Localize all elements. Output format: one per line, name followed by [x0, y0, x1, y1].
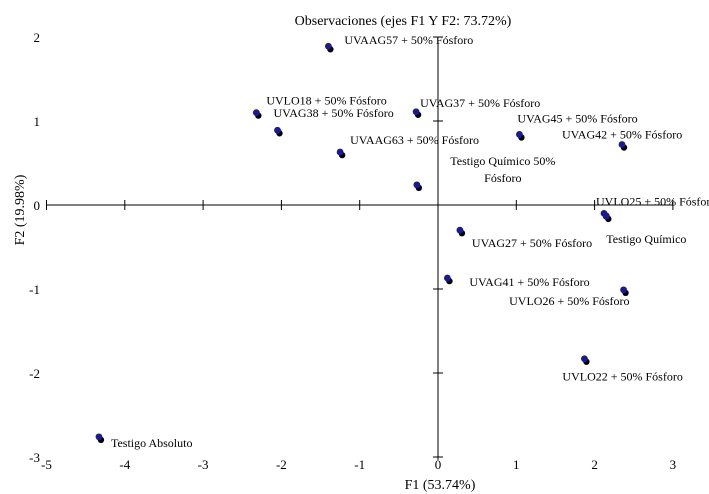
- point-label: UVAG27 + 50% Fósforo: [472, 236, 592, 250]
- x-tick-label: -4: [119, 457, 130, 472]
- x-tick-label: 2: [591, 457, 598, 472]
- data-point: [620, 286, 627, 294]
- x-tick-label: 1: [513, 457, 520, 472]
- x-tick-label: -3: [198, 457, 209, 472]
- data-point: [324, 42, 332, 50]
- data-point: [516, 131, 523, 138]
- y-tick-label: 0: [34, 198, 41, 213]
- data-point: [456, 226, 464, 234]
- point-label: UVLO22 + 50% Fósforo: [562, 370, 682, 384]
- y-tick-label: -1: [29, 282, 40, 297]
- x-axis-label: F1 (53.74%): [405, 478, 476, 493]
- data-point: [412, 108, 420, 116]
- point-label: Testigo Químico: [606, 232, 686, 246]
- data-point: [336, 148, 344, 156]
- data-point: [581, 355, 588, 363]
- chart-title: Observaciones (ejes F1 Y F2: 73.72%): [295, 14, 512, 29]
- point-label: UVAG37 + 50% Fósforo: [420, 96, 540, 110]
- point-label: UVAG38 + 50% Fósforo: [273, 106, 393, 120]
- data-point: [95, 433, 103, 441]
- data-point: [602, 212, 610, 220]
- point-label: UVAG45 + 50% Fósforo: [517, 111, 637, 125]
- point-label: Testigo Químico 50% Fósforo: [450, 154, 555, 185]
- data-point: [618, 141, 626, 148]
- point-label: UVAAG57 + 50% Fósforo: [344, 33, 473, 47]
- y-tick-label: 1: [34, 114, 41, 129]
- point-label: UVAG41 + 50% Fósforo: [469, 275, 589, 289]
- x-tick-label: 3: [670, 457, 677, 472]
- x-tick-label: -1: [354, 457, 365, 472]
- y-tick-label: 2: [34, 30, 41, 45]
- point-label: Testigo Absoluto: [111, 436, 193, 450]
- point-label: UVLO25 + 50% Fósforo: [596, 194, 709, 208]
- x-tick-label: -2: [276, 457, 287, 472]
- data-point: [252, 109, 260, 116]
- y-tick-label: -2: [29, 366, 40, 381]
- data-point: [443, 274, 451, 282]
- data-point: [274, 126, 281, 134]
- x-tick-label: -5: [41, 457, 52, 472]
- point-label: UVLO18 + 50% Fósforo: [266, 94, 386, 108]
- y-tick-label: -3: [29, 450, 40, 465]
- data-point: [413, 181, 421, 189]
- point-label: UVAAG63 + 50% Fósforo: [350, 133, 479, 147]
- y-axis-label: F2 (19.98%): [13, 174, 28, 245]
- x-tick-label: 0: [435, 457, 442, 472]
- point-label: UVLO26 + 50% Fósforo: [509, 294, 629, 308]
- point-label: UVAG42 + 50% Fósforo: [562, 128, 682, 142]
